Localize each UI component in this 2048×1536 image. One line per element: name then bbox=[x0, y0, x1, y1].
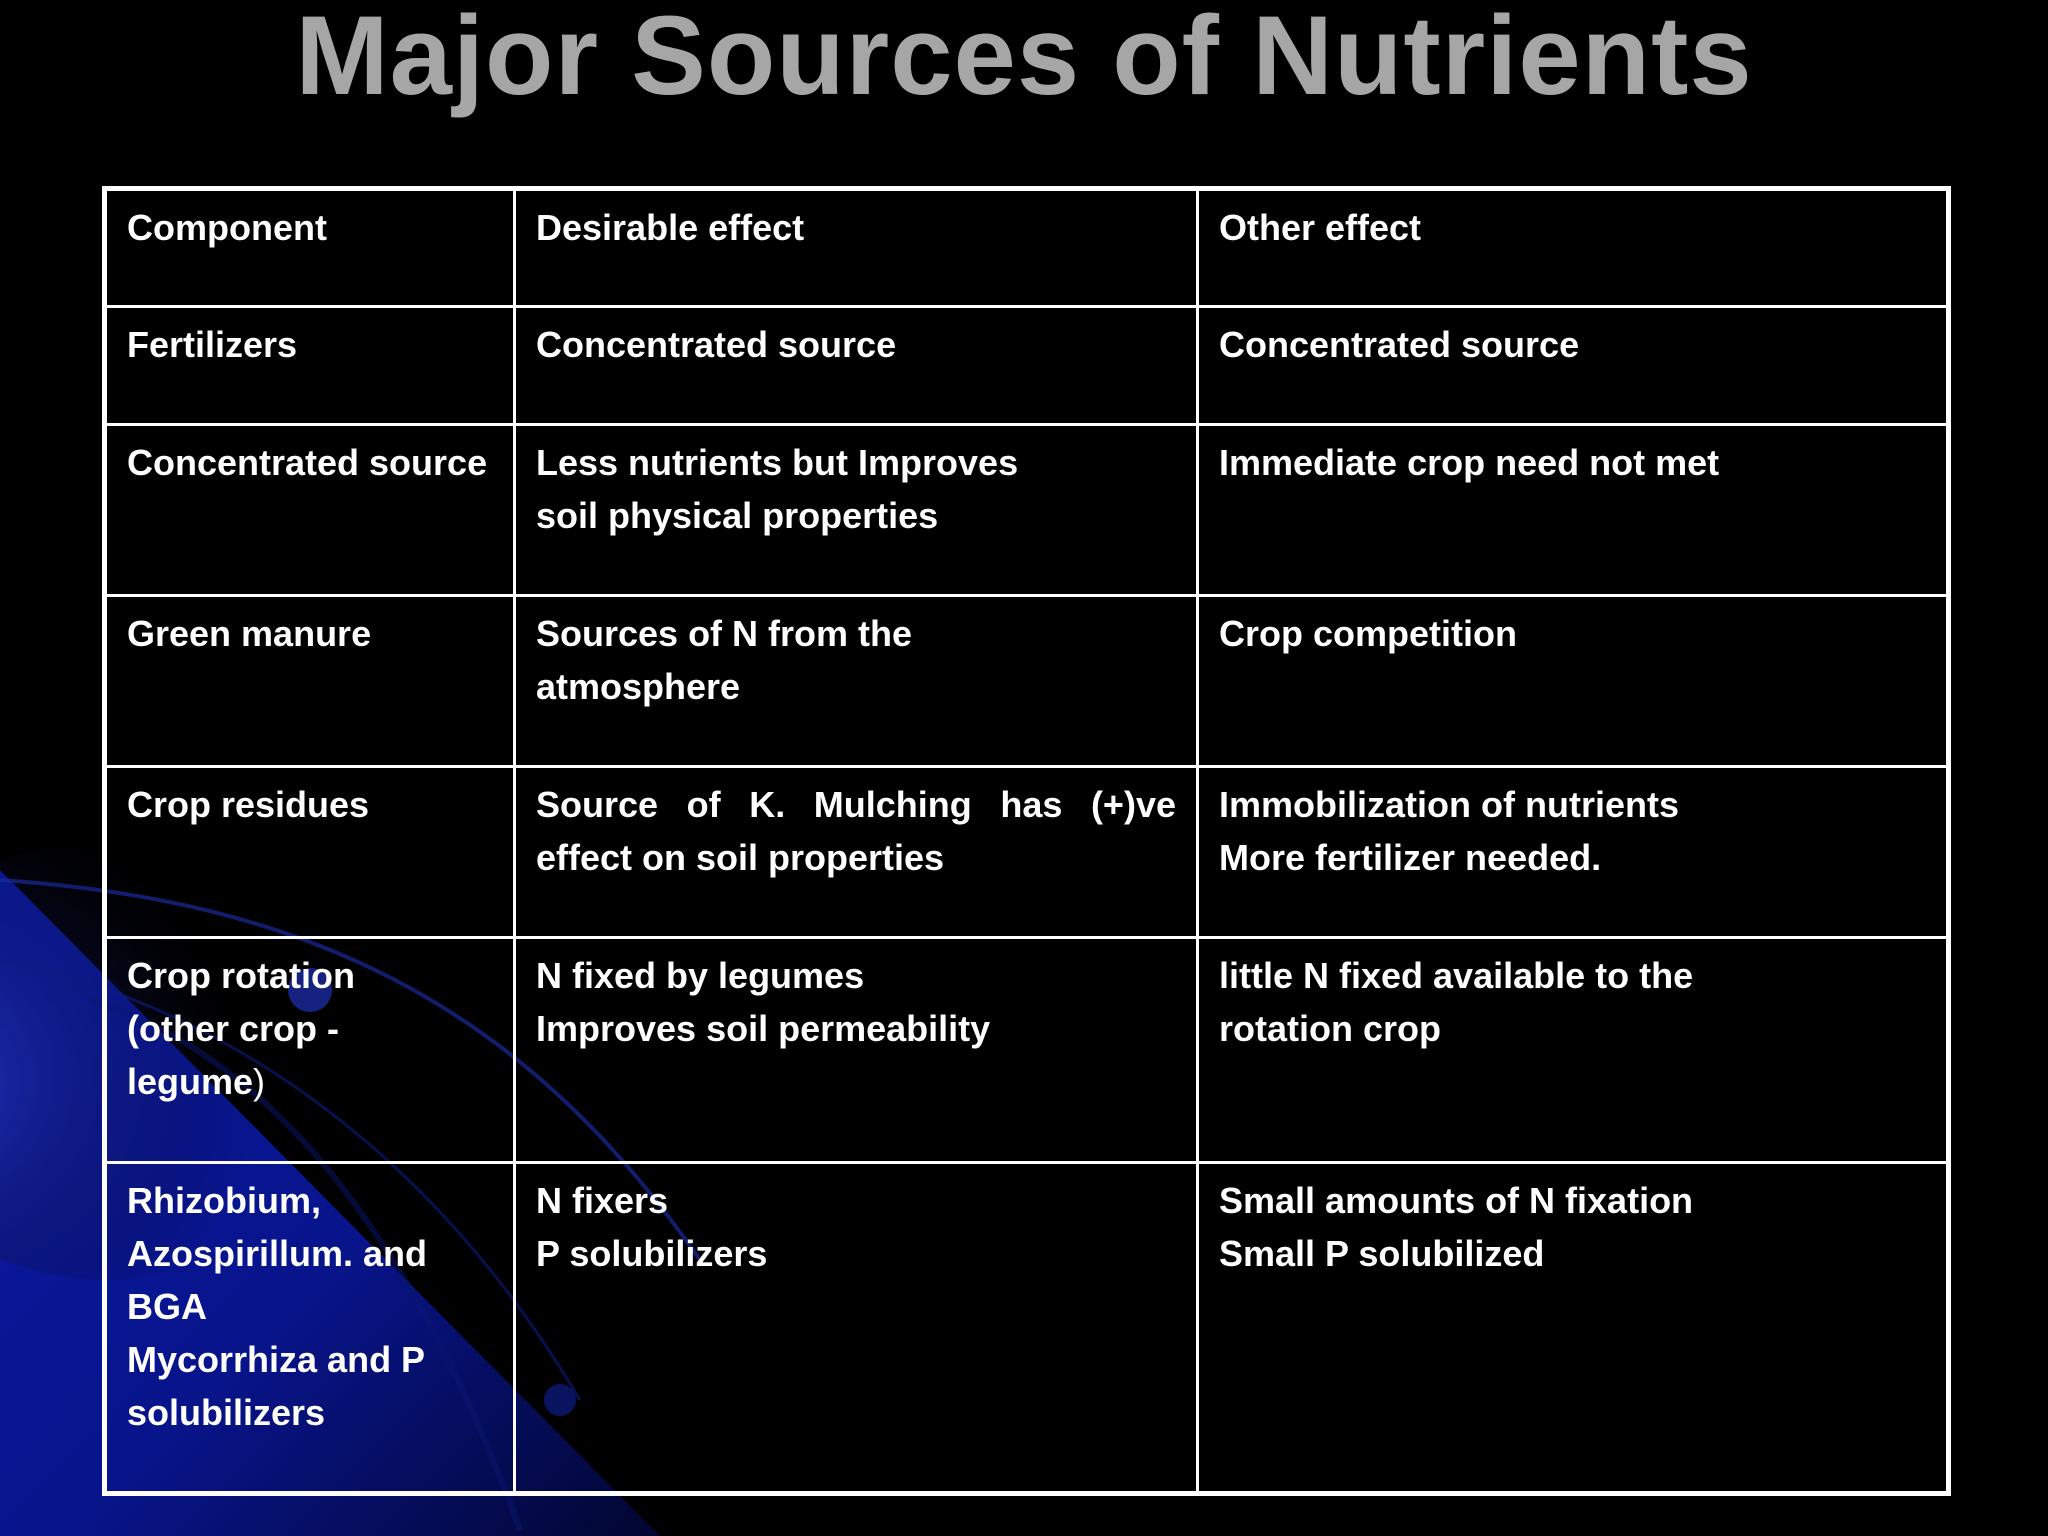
cell-text: atmosphere bbox=[536, 666, 741, 707]
cell-text: rotation crop bbox=[1219, 1008, 1441, 1049]
cell-text: Rhizobium, bbox=[127, 1180, 321, 1221]
header-cell-component: Component bbox=[103, 187, 516, 308]
header-label: Other effect bbox=[1219, 207, 1422, 248]
cell-text: Mycorrhiza and P bbox=[127, 1339, 426, 1380]
header-label: Desirable effect bbox=[536, 207, 805, 248]
desirable-effect-cell: N fixed by legumes Improves soil permeab… bbox=[513, 936, 1199, 1164]
slide-title: Major Sources of Nutrients bbox=[295, 0, 1753, 118]
table-header-row: Component Desirable effect Other effect bbox=[103, 187, 1950, 308]
desirable-effect-cell: N fixers P solubilizers bbox=[513, 1161, 1199, 1495]
cell-text: N fixed by legumes bbox=[536, 955, 865, 996]
cell-text: little N fixed available to the bbox=[1219, 955, 1694, 996]
cell-text: Immediate crop need not met bbox=[1219, 442, 1720, 483]
desirable-effect-cell: Concentrated source bbox=[513, 305, 1199, 426]
table-row: Rhizobium, Azospirillum. and BGA Mycorrh… bbox=[103, 1161, 1950, 1495]
cell-text: (other crop - bbox=[127, 1008, 339, 1049]
nutrients-table-container: Component Desirable effect Other effect … bbox=[102, 186, 1951, 1496]
cell-text: Small P solubilized bbox=[1219, 1233, 1545, 1274]
cell-text: Green manure bbox=[127, 613, 372, 654]
cell-text: Crop rotation bbox=[127, 955, 355, 996]
cell-text: Sources of N from the bbox=[536, 613, 913, 654]
cell-text: legume bbox=[127, 1061, 254, 1102]
nutrients-table: Component Desirable effect Other effect … bbox=[102, 186, 1951, 1496]
desirable-effect-cell: Source of K. Mulching has (+)ve effect o… bbox=[513, 765, 1199, 939]
table-row: Concentrated source Less nutrients but I… bbox=[103, 423, 1950, 597]
cell-text: Small amounts of N fixation bbox=[1219, 1180, 1694, 1221]
other-effect-cell: Immediate crop need not met bbox=[1196, 423, 1950, 597]
header-cell-desirable-effect: Desirable effect bbox=[513, 187, 1199, 308]
component-cell: Rhizobium, Azospirillum. and BGA Mycorrh… bbox=[103, 1161, 516, 1495]
cell-text: ) bbox=[253, 1061, 266, 1102]
cell-text: More fertilizer needed. bbox=[1219, 837, 1602, 878]
other-effect-cell: Crop competition bbox=[1196, 594, 1950, 768]
cell-text: soil physical properties bbox=[536, 495, 939, 536]
cell-text-group: legume) bbox=[127, 1055, 493, 1108]
component-cell: Crop rotation (other crop - legume) bbox=[103, 936, 516, 1164]
cell-text: Improves soil permeability bbox=[536, 1008, 991, 1049]
cell-text: effect on soil properties bbox=[536, 837, 945, 878]
other-effect-cell: Immobilization of nutrients More fertili… bbox=[1196, 765, 1950, 939]
cell-text: Concentrated source bbox=[1219, 324, 1580, 365]
cell-text: solubilizers bbox=[127, 1392, 326, 1433]
cell-text: N fixers bbox=[536, 1180, 669, 1221]
component-cell: Concentrated source bbox=[103, 423, 516, 597]
cell-text: Source of K. Mulching has (+)ve bbox=[536, 784, 1176, 825]
header-cell-other-effect: Other effect bbox=[1196, 187, 1950, 308]
component-cell: Crop residues bbox=[103, 765, 516, 939]
cell-text: Concentrated source bbox=[127, 442, 488, 483]
component-cell: Green manure bbox=[103, 594, 516, 768]
cell-text: Concentrated source bbox=[536, 324, 897, 365]
cell-text: Fertilizers bbox=[127, 324, 298, 365]
other-effect-cell: Concentrated source bbox=[1196, 305, 1950, 426]
cell-text: Crop residues bbox=[127, 784, 370, 825]
table-row: Fertilizers Concentrated source Concentr… bbox=[103, 305, 1950, 426]
other-effect-cell: little N fixed available to the rotation… bbox=[1196, 936, 1950, 1164]
cell-text: Azospirillum. and bbox=[127, 1233, 428, 1274]
cell-text: BGA bbox=[127, 1286, 207, 1327]
header-label: Component bbox=[127, 207, 327, 248]
other-effect-cell: Small amounts of N fixation Small P solu… bbox=[1196, 1161, 1950, 1495]
component-cell: Fertilizers bbox=[103, 305, 516, 426]
table-row: Green manure Sources of N from the atmos… bbox=[103, 594, 1950, 768]
cell-text: P solubilizers bbox=[536, 1233, 768, 1274]
desirable-effect-cell: Less nutrients but Improves soil physica… bbox=[513, 423, 1199, 597]
cell-text: Immobilization of nutrients bbox=[1219, 784, 1679, 825]
table-row: Crop residues Source of K. Mulching has … bbox=[103, 765, 1950, 939]
cell-text: Crop competition bbox=[1219, 613, 1517, 654]
desirable-effect-cell: Sources of N from the atmosphere bbox=[513, 594, 1199, 768]
cell-text: Less nutrients but Improves bbox=[536, 442, 1019, 483]
table-row: Crop rotation (other crop - legume) N fi… bbox=[103, 936, 1950, 1164]
